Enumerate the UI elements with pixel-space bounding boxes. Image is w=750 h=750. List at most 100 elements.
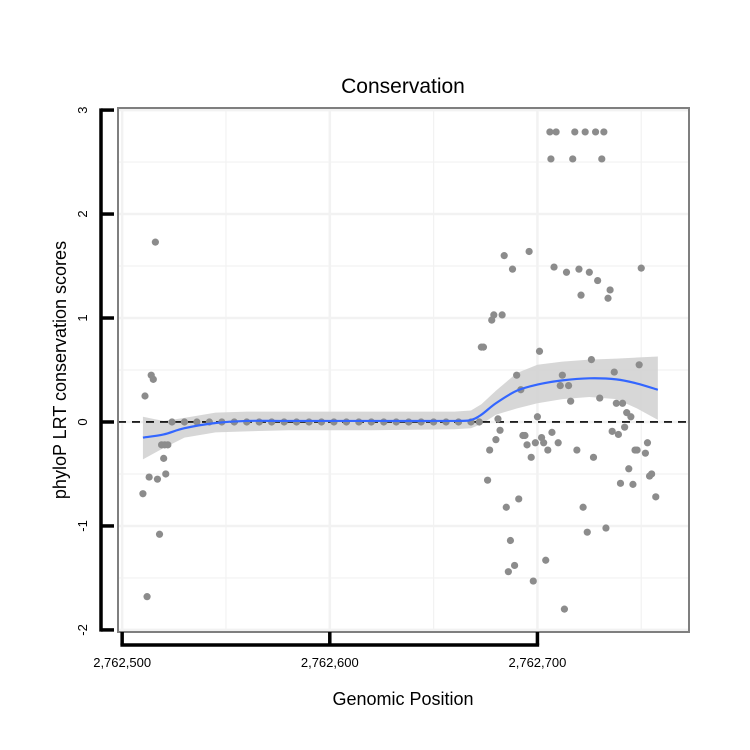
x-tick-label: 2,762,600 — [301, 655, 359, 670]
y-tick-label: -1 — [75, 520, 90, 532]
data-point — [548, 428, 556, 436]
data-point — [540, 439, 548, 447]
data-point — [621, 423, 629, 431]
y-axis: -2 -1 0 1 2 3 — [75, 106, 114, 636]
data-point — [153, 475, 162, 483]
x-axis-label: Genomic Position — [332, 689, 473, 709]
data-point — [552, 128, 560, 136]
data-point — [496, 426, 504, 434]
data-point — [160, 454, 168, 462]
data-point — [591, 128, 600, 136]
data-point — [579, 503, 587, 511]
y-axis-label: phyloP LRT conservation scores — [50, 241, 70, 499]
data-point — [546, 128, 554, 136]
data-point — [510, 561, 519, 570]
data-point — [504, 568, 512, 576]
panel-border — [117, 107, 690, 633]
data-point — [139, 490, 147, 498]
data-point — [506, 536, 515, 545]
y-tick-label: -2 — [75, 624, 90, 636]
data-point — [155, 530, 164, 538]
y-tick-label: 2 — [75, 210, 90, 217]
data-point — [598, 155, 606, 163]
data-point — [633, 446, 641, 454]
data-point — [587, 356, 596, 364]
data-point — [627, 413, 635, 421]
y-tick-label: 3 — [75, 106, 90, 113]
data-point — [554, 439, 562, 447]
data-point — [141, 392, 149, 400]
data-point — [604, 294, 612, 302]
data-point — [612, 399, 620, 407]
data-point — [635, 361, 643, 369]
data-point — [583, 528, 591, 536]
data-point — [585, 268, 593, 276]
y-tick-label: 1 — [75, 314, 90, 321]
data-point — [577, 291, 585, 299]
data-point — [608, 427, 616, 435]
confidence-band — [142, 356, 658, 460]
data-point — [542, 556, 550, 564]
data-point — [149, 375, 157, 383]
data-point — [502, 503, 510, 511]
data-point — [483, 476, 492, 484]
data-point — [531, 439, 539, 447]
x-axis: 2,762,500 2,762,600 2,762,700 — [93, 632, 566, 670]
data-point — [164, 441, 172, 449]
data-point — [255, 418, 263, 426]
data-point — [610, 368, 618, 376]
data-point — [637, 264, 645, 272]
x-tick-label: 2,762,700 — [509, 655, 567, 670]
data-point — [556, 381, 564, 390]
data-point — [494, 415, 502, 423]
data-point — [573, 446, 581, 454]
data-point — [643, 439, 652, 447]
data-point — [162, 470, 170, 478]
data-point — [535, 347, 544, 355]
data-point — [533, 413, 542, 421]
data-point — [575, 265, 583, 273]
data-point — [614, 430, 623, 439]
data-point — [560, 605, 569, 613]
data-point — [145, 473, 153, 481]
data-point — [596, 394, 604, 402]
data-points — [139, 128, 660, 613]
data-point — [479, 343, 488, 351]
data-point — [564, 381, 573, 390]
data-point — [641, 449, 649, 457]
data-point — [550, 263, 558, 271]
data-point — [498, 311, 506, 319]
data-point — [525, 247, 533, 256]
data-point — [529, 577, 537, 585]
data-point — [589, 453, 598, 461]
data-point — [523, 441, 531, 449]
data-point — [629, 480, 637, 488]
chart-title: Conservation — [341, 75, 465, 98]
data-point — [521, 431, 529, 440]
smooth-line-layer — [142, 377, 659, 439]
data-point — [547, 155, 555, 163]
data-point — [151, 238, 159, 246]
data-point — [544, 446, 552, 454]
data-point — [180, 418, 189, 426]
data-point — [606, 286, 614, 294]
data-point — [567, 397, 575, 405]
data-point — [490, 311, 498, 319]
x-tick-label: 2,762,500 — [93, 655, 151, 670]
data-point — [508, 265, 517, 273]
data-point — [625, 465, 633, 473]
data-point — [558, 371, 566, 379]
data-point — [616, 479, 625, 487]
data-point — [492, 436, 500, 444]
plot-panel — [117, 107, 690, 633]
data-point — [600, 128, 608, 136]
y-tick-label: 0 — [75, 418, 90, 425]
data-point — [475, 418, 483, 426]
data-point — [486, 446, 494, 454]
data-point — [168, 418, 176, 426]
confidence-band-layer — [142, 356, 658, 460]
data-point — [618, 399, 627, 407]
data-point — [500, 252, 508, 260]
smooth-line — [142, 377, 659, 439]
